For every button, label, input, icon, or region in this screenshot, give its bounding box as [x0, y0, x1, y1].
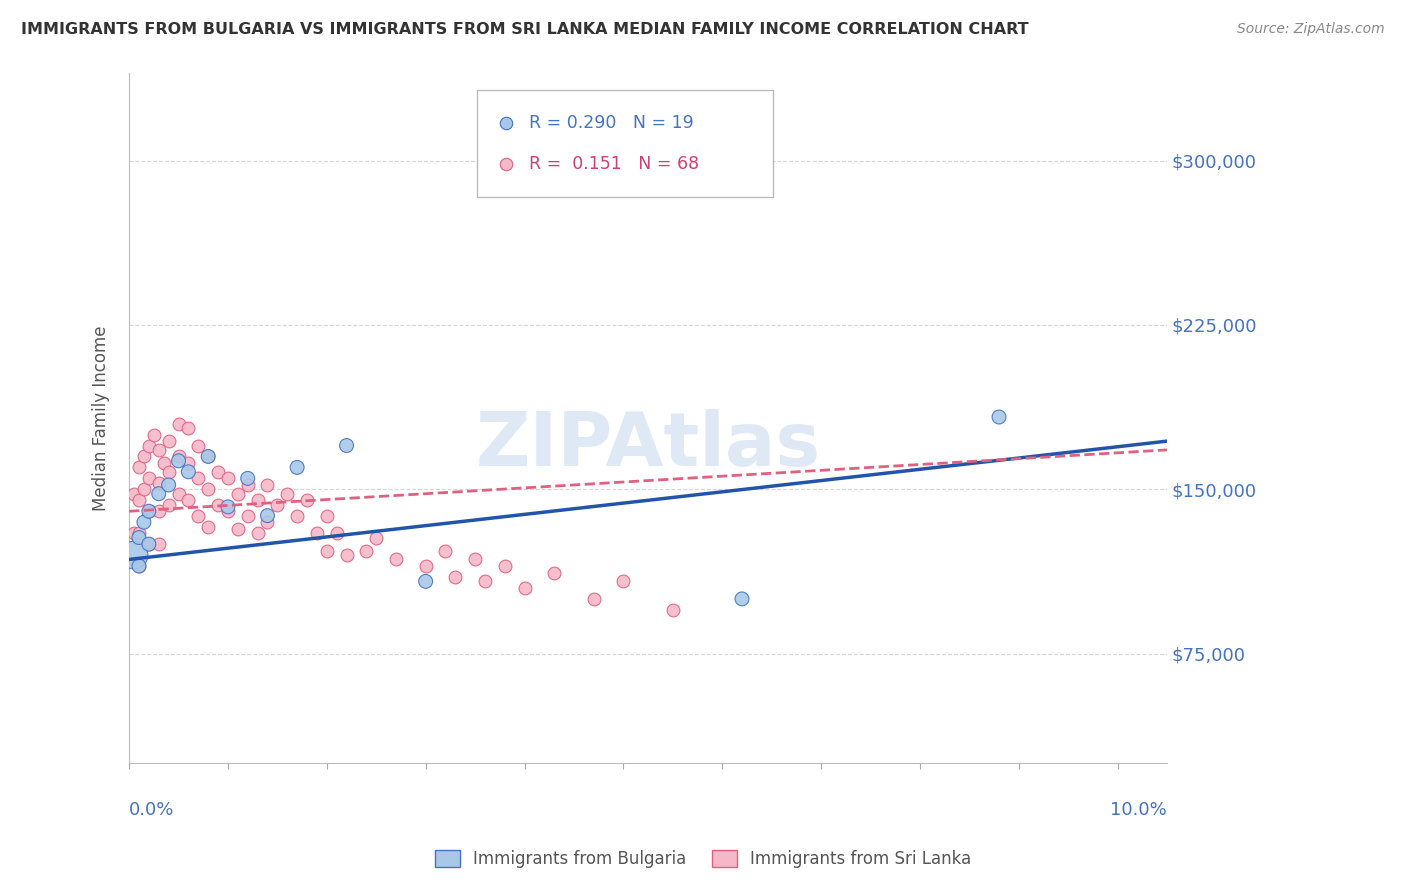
Point	[236, 478, 259, 492]
Point	[356, 543, 378, 558]
Point	[385, 552, 408, 566]
Y-axis label: Median Family Income: Median Family Income	[93, 326, 110, 511]
Point	[157, 498, 180, 512]
Point	[325, 526, 347, 541]
Point	[128, 559, 150, 574]
Point	[415, 574, 437, 589]
Point	[217, 504, 239, 518]
Point	[226, 522, 249, 536]
Point	[582, 591, 605, 606]
Point	[132, 483, 155, 497]
Point	[415, 559, 437, 574]
Point	[246, 526, 269, 541]
Point	[148, 486, 170, 500]
Point	[366, 531, 388, 545]
Point	[217, 500, 239, 514]
Text: 0.0%: 0.0%	[129, 801, 174, 819]
Point	[142, 427, 165, 442]
Point	[474, 574, 496, 589]
Point	[187, 438, 209, 452]
Point	[543, 566, 565, 580]
Point	[207, 465, 229, 479]
Text: IMMIGRANTS FROM BULGARIA VS IMMIGRANTS FROM SRI LANKA MEDIAN FAMILY INCOME CORRE: IMMIGRANTS FROM BULGARIA VS IMMIGRANTS F…	[21, 22, 1029, 37]
Point	[276, 486, 298, 500]
Point	[167, 417, 190, 431]
Legend: Immigrants from Bulgaria, Immigrants from Sri Lanka: Immigrants from Bulgaria, Immigrants fro…	[429, 843, 977, 875]
Point	[128, 531, 150, 545]
Point	[128, 559, 150, 574]
Point	[138, 504, 160, 518]
Point	[256, 508, 278, 523]
Point	[187, 471, 209, 485]
Text: R = 0.290   N = 19: R = 0.290 N = 19	[529, 114, 693, 132]
Point	[197, 483, 219, 497]
Point	[132, 450, 155, 464]
Point	[138, 537, 160, 551]
Point	[138, 537, 160, 551]
Point	[305, 526, 328, 541]
Text: ZIPAtlas: ZIPAtlas	[475, 409, 821, 483]
Point	[464, 552, 486, 566]
Text: Source: ZipAtlas.com: Source: ZipAtlas.com	[1237, 22, 1385, 37]
Point	[128, 460, 150, 475]
Point	[177, 493, 200, 508]
Point	[335, 438, 357, 452]
Text: 10.0%: 10.0%	[1111, 801, 1167, 819]
Point	[148, 537, 170, 551]
Point	[122, 548, 145, 562]
Point	[197, 450, 219, 464]
Point	[167, 450, 190, 464]
Point	[138, 471, 160, 485]
Point	[236, 508, 259, 523]
Point	[731, 591, 754, 606]
Point	[256, 515, 278, 529]
Point	[295, 493, 318, 508]
Point	[207, 498, 229, 512]
Point	[315, 543, 337, 558]
Point	[177, 456, 200, 470]
Point	[197, 519, 219, 533]
Point	[157, 465, 180, 479]
Point	[434, 543, 457, 558]
Point	[167, 454, 190, 468]
Point	[266, 498, 288, 512]
Point	[132, 515, 155, 529]
Point	[138, 504, 160, 518]
Point	[177, 465, 200, 479]
Point	[177, 421, 200, 435]
Text: R =  0.151   N = 68: R = 0.151 N = 68	[529, 155, 699, 173]
Point	[246, 493, 269, 508]
Point	[167, 486, 190, 500]
Point	[122, 486, 145, 500]
Point	[148, 504, 170, 518]
Point	[152, 456, 174, 470]
Point	[236, 471, 259, 485]
Point	[988, 410, 1011, 425]
Point	[612, 574, 634, 589]
Point	[444, 570, 467, 584]
Point	[197, 450, 219, 464]
Point	[128, 493, 150, 508]
Point	[285, 460, 308, 475]
Point	[157, 434, 180, 449]
Point	[148, 442, 170, 457]
Point	[148, 475, 170, 490]
Point	[138, 438, 160, 452]
Point	[226, 486, 249, 500]
Point	[662, 603, 685, 617]
Point	[335, 548, 357, 562]
Point	[122, 526, 145, 541]
Point	[187, 508, 209, 523]
FancyBboxPatch shape	[477, 90, 773, 197]
Point	[157, 478, 180, 492]
Point	[217, 471, 239, 485]
Point	[256, 478, 278, 492]
Point	[315, 508, 337, 523]
Point	[513, 581, 536, 595]
Point	[494, 559, 516, 574]
Point	[285, 508, 308, 523]
Point	[128, 526, 150, 541]
